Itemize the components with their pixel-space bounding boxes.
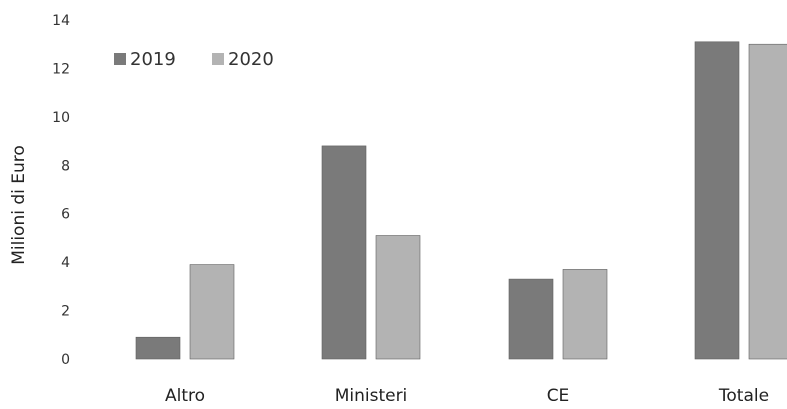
legend-label-2020: 2020 xyxy=(228,49,274,70)
y-tick-label: 4 xyxy=(61,255,70,271)
y-tick-label: 10 xyxy=(52,110,70,126)
bar-altro-2020 xyxy=(189,264,235,360)
y-tick-label: 8 xyxy=(61,158,70,174)
bar-totale-2019 xyxy=(694,41,740,360)
y-tick-label: 0 xyxy=(61,352,70,368)
category-label-ministeri: Ministeri xyxy=(335,386,408,405)
category-label-ce: CE xyxy=(547,386,570,405)
y-tick-label: 2 xyxy=(61,304,70,320)
y-tick-label: 12 xyxy=(52,61,70,77)
bar-totale-2020 xyxy=(748,43,787,360)
bar-ce-2020 xyxy=(562,269,608,360)
category-label-totale: Totale xyxy=(718,386,769,405)
legend-label-2019: 2019 xyxy=(130,49,176,70)
y-tick-label: 6 xyxy=(61,207,70,223)
y-tick-label: 14 xyxy=(52,13,70,29)
x-axis-categories: Altro Ministeri CE Totale xyxy=(165,386,769,406)
bar-ministeri-2020 xyxy=(375,235,421,360)
legend-swatch-2020 xyxy=(212,53,224,65)
bar-altro-2019 xyxy=(135,336,181,360)
bars xyxy=(135,41,787,360)
y-axis-ticks: 0 2 4 6 8 10 12 14 xyxy=(52,13,70,368)
bar-ce-2019 xyxy=(508,278,554,360)
y-axis-title: Milioni di Euro xyxy=(9,145,29,265)
legend-swatch-2019 xyxy=(114,53,126,65)
category-label-altro: Altro xyxy=(165,386,205,405)
bar-ministeri-2019 xyxy=(321,145,367,360)
legend: 2019 2020 xyxy=(114,49,274,70)
